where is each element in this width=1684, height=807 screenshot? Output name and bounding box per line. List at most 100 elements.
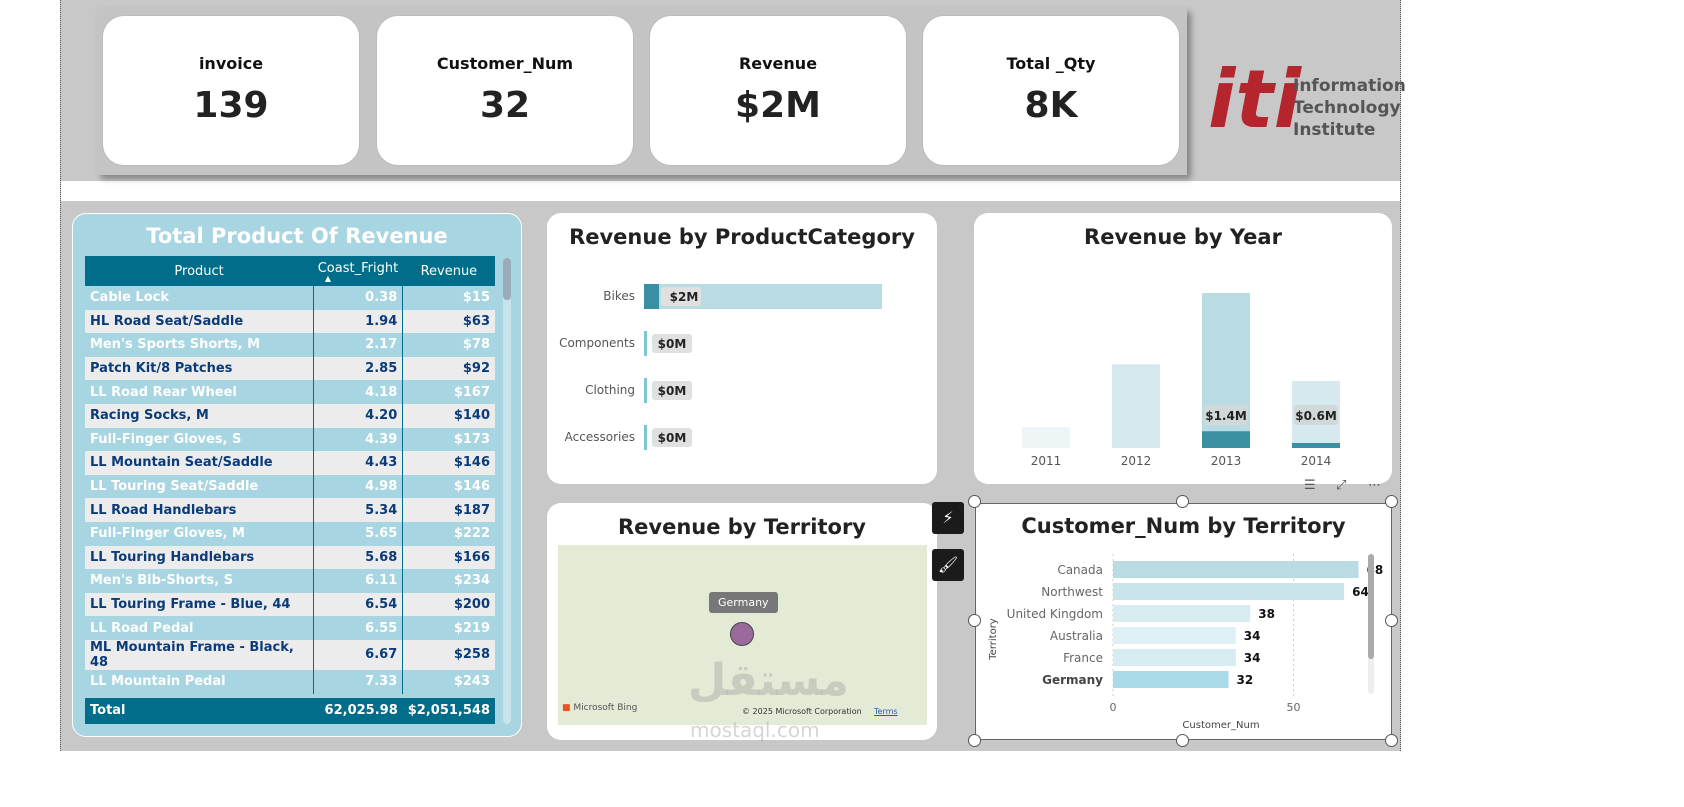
table-row[interactable]: Men's Bib-Shorts, S 6.11 $234 bbox=[85, 569, 495, 593]
cell-revenue: $140 bbox=[402, 403, 495, 428]
cell-product: LL Road Rear Wheel bbox=[85, 380, 314, 404]
column-header-coast-fright[interactable]: Coast_Fright ▲ bbox=[313, 256, 403, 286]
cell-coast-fright: 2.85 bbox=[312, 356, 403, 381]
cell-product: Men's Bib-Shorts, S bbox=[85, 569, 314, 593]
table-row[interactable]: HL Road Seat/Saddle 1.94 $63 bbox=[85, 309, 495, 334]
kpi-value: 8K bbox=[1024, 85, 1078, 126]
table-row[interactable]: Full-Finger Gloves, M 5.65 $222 bbox=[85, 521, 495, 546]
category-label: Germany bbox=[1042, 673, 1103, 687]
cell-revenue: $258 bbox=[402, 639, 495, 670]
category-label: Canada bbox=[1057, 563, 1103, 577]
table-row[interactable]: LL Touring Frame - Blue, 44 6.54 $200 bbox=[85, 592, 495, 617]
bar-highlight bbox=[644, 378, 647, 403]
more-options-icon[interactable]: ⋯ bbox=[1368, 478, 1381, 493]
customer-territory-chart-card[interactable]: Customer_Num by Territory 0 50 Canada 68 Nor… bbox=[975, 503, 1392, 740]
x-tick-label: 2013 bbox=[1211, 454, 1242, 468]
kpi-value: 32 bbox=[479, 85, 531, 126]
cell-revenue: $173 bbox=[402, 427, 495, 452]
table-row[interactable]: LL Touring Handlebars 5.68 $166 bbox=[85, 545, 495, 570]
table-title: Total Product Of Revenue bbox=[146, 224, 448, 248]
total-cell: Total bbox=[85, 697, 314, 724]
cell-coast-fright: 4.18 bbox=[312, 380, 403, 404]
category-label: Clothing bbox=[585, 383, 635, 397]
column-label: Coast_Fright bbox=[317, 260, 399, 276]
cell-product: LL Touring Seat/Saddle bbox=[85, 474, 314, 499]
table-row[interactable]: LL Road Handlebars 5.34 $187 bbox=[85, 498, 495, 522]
data-label: $0M bbox=[658, 337, 687, 351]
table-row[interactable]: LL Road Rear Wheel 4.18 $167 bbox=[85, 380, 495, 404]
map-tooltip: Germany bbox=[709, 592, 778, 613]
terms-link[interactable]: Terms bbox=[874, 707, 898, 716]
resize-handle[interactable] bbox=[1176, 734, 1189, 747]
cell-product: LL Road Handlebars bbox=[85, 498, 314, 522]
microsoft-logo-icon: ■ bbox=[562, 703, 571, 713]
bar-highlight bbox=[644, 284, 659, 309]
visual-header: ☰ ⤢ ⋯ bbox=[1300, 478, 1390, 496]
chart-scrollbar[interactable] bbox=[1368, 554, 1374, 694]
cell-product: Patch Kit/8 Patches bbox=[85, 356, 314, 381]
cell-revenue: $187 bbox=[402, 498, 495, 522]
bar bbox=[1113, 671, 1229, 688]
table-row[interactable]: Patch Kit/8 Patches 2.85 $92 bbox=[85, 356, 495, 381]
data-label-bg bbox=[661, 287, 701, 306]
cell-revenue: $167 bbox=[402, 380, 495, 404]
column-header-product[interactable]: Product bbox=[85, 256, 314, 286]
cell-coast-fright: 4.98 bbox=[312, 474, 403, 499]
cell-product: Cable Lock bbox=[85, 286, 314, 310]
territory-map-card[interactable]: Revenue by Territory Germany مستقل ■ Mic… bbox=[547, 503, 937, 740]
resize-handle[interactable] bbox=[1385, 495, 1398, 508]
kpi-card-customers[interactable]: Customer_Num 32 bbox=[376, 15, 634, 166]
watermark: مستقل bbox=[688, 655, 849, 706]
category-label: Accessories bbox=[565, 430, 635, 444]
quick-insights-icon[interactable]: ⚡ bbox=[932, 502, 964, 534]
focus-mode-icon[interactable]: ⤢ bbox=[1336, 478, 1347, 493]
kpi-card-revenue[interactable]: Revenue $2M bbox=[649, 15, 907, 166]
logo-mark: iti bbox=[1208, 53, 1302, 146]
kpi-card-qty[interactable]: Total _Qty 8K bbox=[922, 15, 1180, 166]
data-label: $1.4M bbox=[1205, 409, 1247, 423]
kpi-title: Total _Qty bbox=[1006, 54, 1096, 73]
table-row[interactable]: Men's Sports Shorts, M 2.17 $78 bbox=[85, 333, 495, 357]
category-label: Australia bbox=[1050, 629, 1103, 643]
table-row[interactable]: LL Touring Seat/Saddle 4.98 $146 bbox=[85, 474, 495, 499]
resize-handle[interactable] bbox=[968, 734, 981, 747]
cell-coast-fright: 1.94 bbox=[312, 309, 403, 334]
resize-handle[interactable] bbox=[968, 495, 981, 508]
cell-coast-fright: 7.33 bbox=[312, 669, 403, 694]
scroll-thumb[interactable] bbox=[1368, 554, 1374, 659]
map-bubble-germany[interactable] bbox=[730, 622, 754, 646]
logo-line: Technology bbox=[1293, 98, 1401, 118]
category-bar-chart: Bikes $2M Components $0M Clothing $0M Accessor… bbox=[559, 284, 882, 450]
table-row[interactable]: Cable Lock 0.38 $15 bbox=[85, 286, 495, 310]
product-revenue-table[interactable]: Product Coast_Fright ▲ Revenue Cable Lock… bbox=[85, 256, 495, 724]
table-scrollbar[interactable] bbox=[503, 258, 511, 724]
cell-product: LL Mountain Pedal bbox=[85, 669, 314, 694]
scroll-thumb[interactable] bbox=[503, 258, 511, 300]
logo-text: Information Technology Institute bbox=[1293, 75, 1406, 141]
data-label: 38 bbox=[1258, 607, 1275, 621]
filter-icon[interactable]: ☰ bbox=[1304, 478, 1316, 493]
cell-coast-fright: 6.11 bbox=[312, 569, 403, 593]
map-area[interactable]: Germany مستقل ■ Microsoft Bing © 2025 Mi… bbox=[558, 545, 927, 725]
resize-handle[interactable] bbox=[1385, 614, 1398, 627]
category-chart-card[interactable]: Revenue by ProductCategory Bikes $2M Compo… bbox=[547, 213, 937, 484]
resize-handle[interactable] bbox=[968, 614, 981, 627]
table-row[interactable]: LL Mountain Seat/Saddle 4.43 $146 bbox=[85, 451, 495, 475]
table-row[interactable]: LL Road Pedal 6.55 $219 bbox=[85, 616, 495, 640]
column-header-revenue[interactable]: Revenue bbox=[402, 256, 495, 286]
year-chart-card[interactable]: Revenue by Year 2011 2012 $1.4M 2013 $0.6M 20… bbox=[974, 213, 1392, 484]
cell-revenue: $222 bbox=[402, 521, 495, 546]
resize-handle[interactable] bbox=[1176, 495, 1189, 508]
divider-strip bbox=[61, 181, 1400, 201]
table-row[interactable]: Full-Finger Gloves, S 4.39 $173 bbox=[85, 427, 495, 452]
bing-attribution: ■ Microsoft Bing bbox=[562, 703, 637, 713]
table-row[interactable]: LL Mountain Pedal 7.33 $243 bbox=[85, 669, 495, 694]
column bbox=[1112, 364, 1160, 448]
category-label: France bbox=[1063, 651, 1103, 665]
format-brush-icon[interactable]: 🖌 bbox=[932, 549, 964, 581]
table-row[interactable]: ML Mountain Frame - Black, 48 6.67 $258 bbox=[85, 639, 495, 670]
table-row[interactable]: Racing Socks, M 4.20 $140 bbox=[85, 403, 495, 428]
resize-handle[interactable] bbox=[1385, 734, 1398, 747]
kpi-card-invoice[interactable]: invoice 139 bbox=[102, 15, 360, 166]
x-tick-label: 2011 bbox=[1031, 454, 1062, 468]
